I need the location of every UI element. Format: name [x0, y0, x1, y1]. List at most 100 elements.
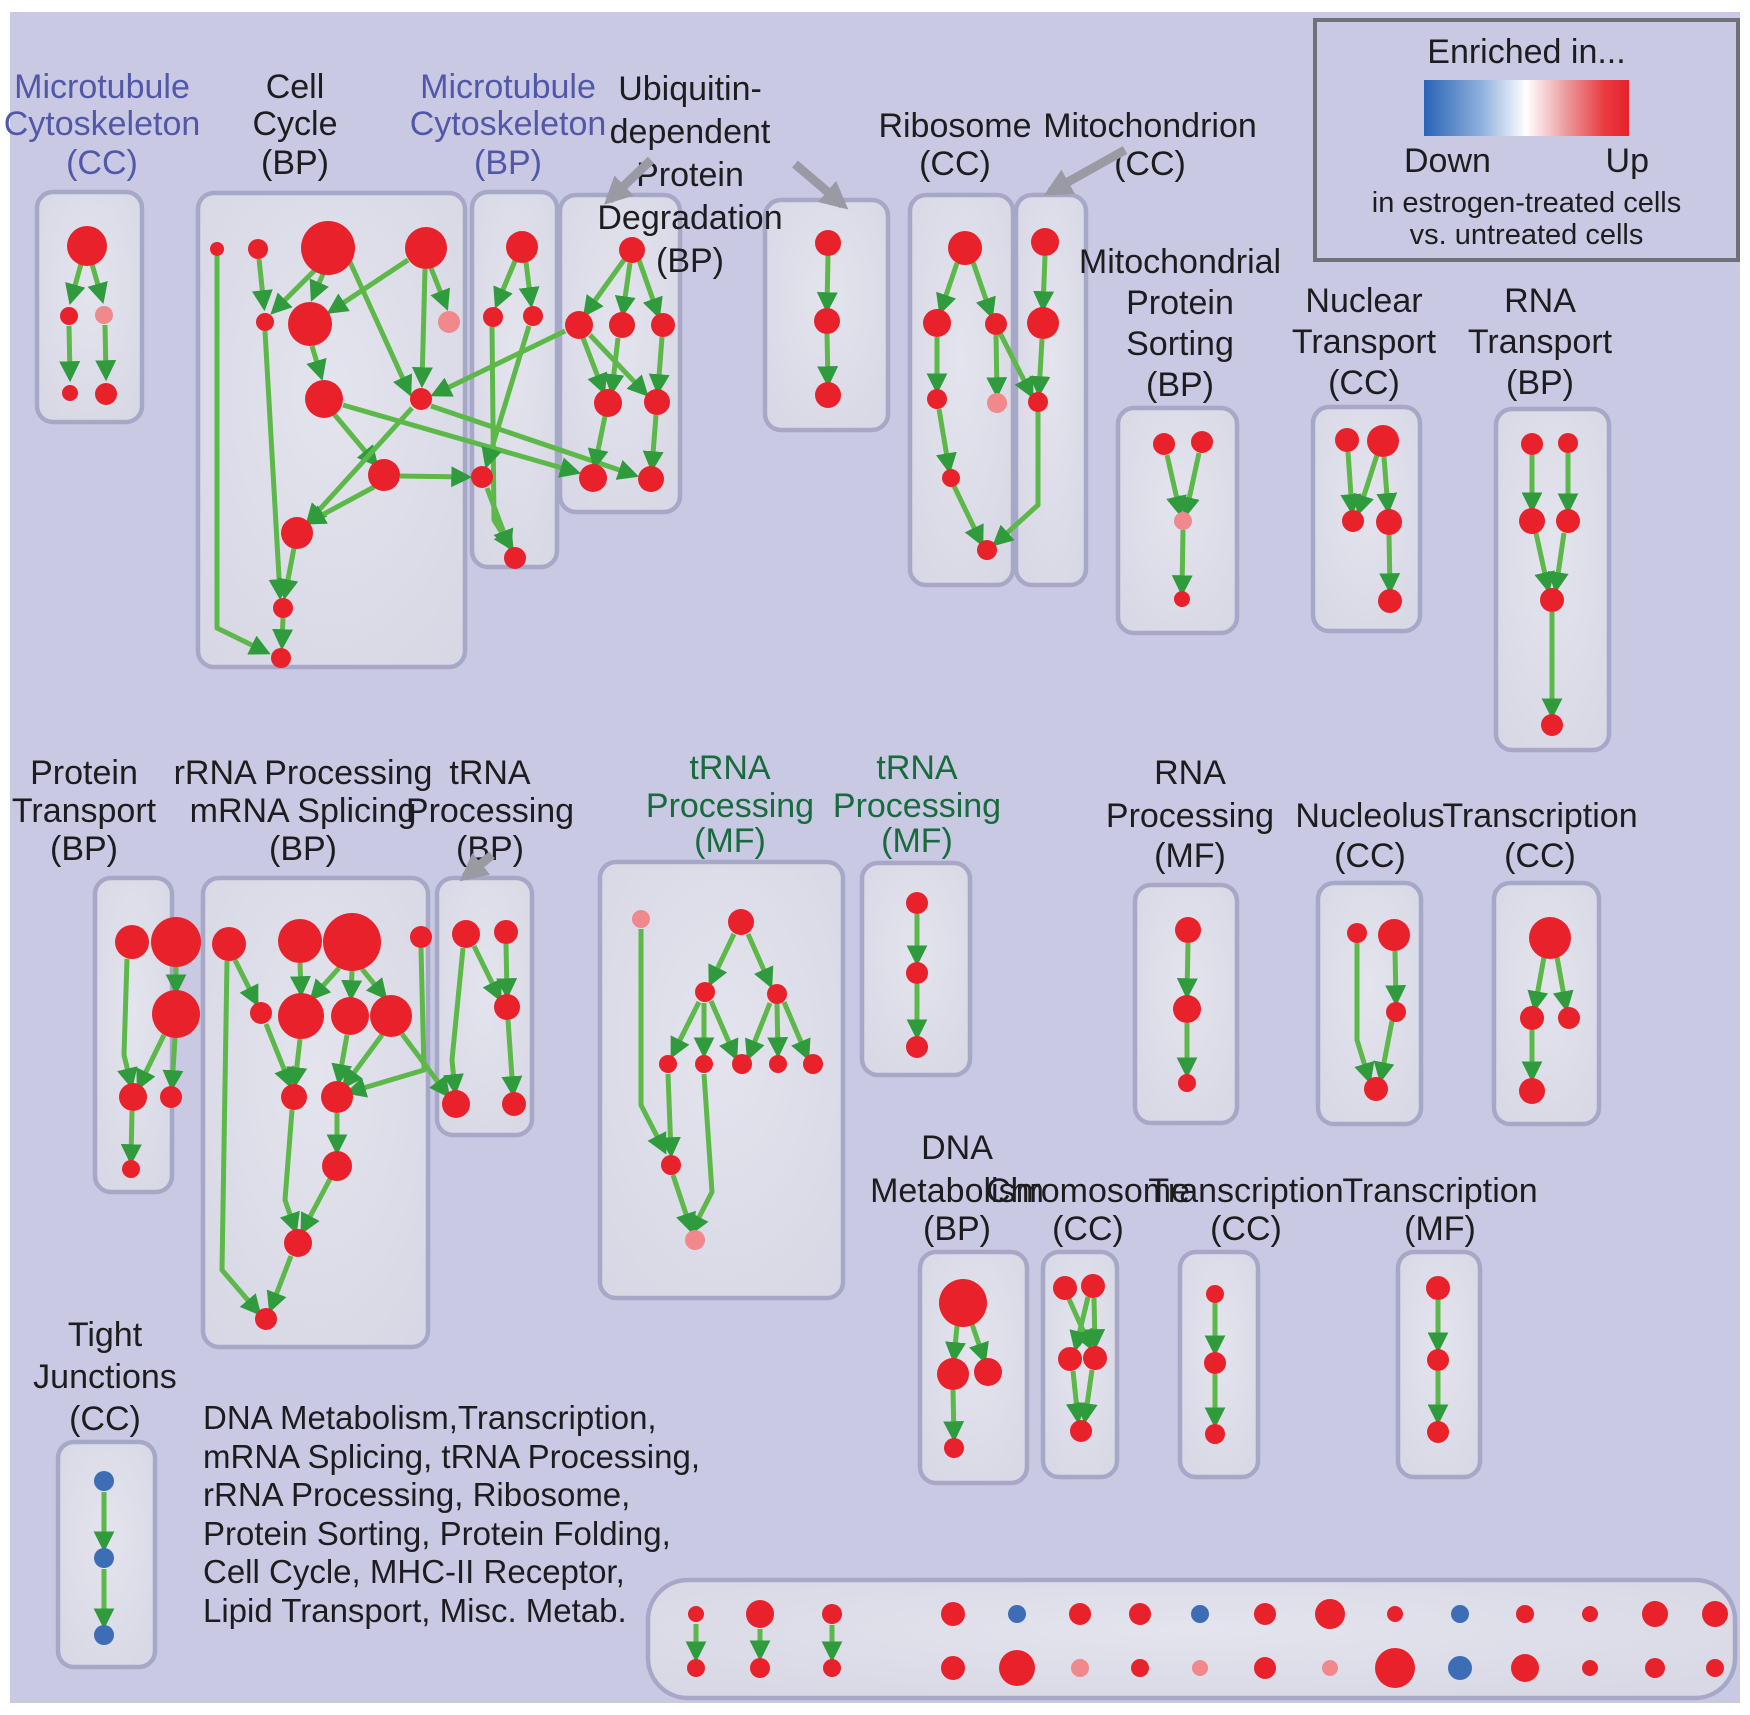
- merged-clusters-node-top-7: [1191, 1605, 1209, 1623]
- mitochondrion-cc-node-2: [1028, 392, 1048, 412]
- transcription-cc-middle-node-2: [1558, 1007, 1580, 1029]
- ribosome-cc-box-0: [907, 192, 1016, 588]
- ribosome-cc-node-0: [948, 231, 982, 265]
- merged-clusters-node-bottom-9: [1322, 1660, 1338, 1676]
- nuclear-transport-cc-node-1: [1367, 425, 1399, 457]
- rrna-processing-mrna-splicing-bp-label-line-1: mRNA Splicing: [190, 792, 417, 830]
- note-line: rRNA Processing, Ribosome,: [203, 1476, 631, 1513]
- rrna-processing-mrna-splicing-bp-edge-3: [309, 966, 341, 1001]
- ubiquitin-dependent-protein-degradation-bp-node-9: [814, 308, 840, 334]
- chromosome-cc-edge-2: [1084, 1297, 1106, 1351]
- rrna-processing-mrna-splicing-bp-node-3: [410, 926, 432, 948]
- ubiquitin-dependent-protein-degradation-bp-edge-3: [580, 337, 608, 395]
- merged-clusters-node-top-9: [1315, 1599, 1345, 1629]
- chromosome-cc-edge-4: [1076, 1369, 1098, 1425]
- trna-processing-mf-large-node-0: [632, 910, 650, 928]
- transcription-cc-bottom-label-line-1: (CC): [1210, 1210, 1282, 1248]
- cell-cycle-bp-edge-16: [277, 547, 299, 601]
- ubiquitin-dependent-protein-degradation-bp-label-line-3: Degradation: [597, 199, 782, 237]
- mitochondrion-cc-edge-0: [1033, 255, 1055, 313]
- microtubule-cytoskeleton-cc-node-0: [67, 226, 107, 266]
- protein-transport-bp-edge-3: [162, 1037, 184, 1092]
- rrna-processing-mrna-splicing-bp-edge-10: [341, 1033, 385, 1090]
- merged-clusters-node-bottom-0: [687, 1659, 705, 1677]
- legend-subtitle-1: in estrogen-treated cells: [1371, 187, 1682, 219]
- legend: Enriched in... Down Up in estrogen-treat…: [1313, 18, 1740, 262]
- cell-cycle-bp-node-3: [405, 227, 447, 269]
- merged-clusters-node-top-0: [688, 1606, 704, 1622]
- trna-processing-mf-large-box-0: [597, 859, 846, 1301]
- ubiquitin-dependent-protein-degradation-bp-edge-8: [642, 414, 664, 473]
- ubiquitin-dependent-protein-degradation-bp-node-2: [609, 312, 635, 338]
- rna-transport-bp-node-1: [1558, 433, 1578, 453]
- ubiquitin-dependent-protein-degradation-bp-node-4: [594, 389, 622, 417]
- mitochondrion-cc-node-0: [1031, 228, 1059, 256]
- ribosome-cc-node-6: [977, 540, 997, 560]
- rna-transport-bp-label-line-1: Transport: [1468, 323, 1613, 361]
- trna-processing-mf-large-edge-0: [708, 932, 737, 987]
- transcription-cc-bottom-label-line-0: Transcription: [1148, 1172, 1343, 1210]
- nuclear-transport-cc-node-4: [1378, 589, 1402, 613]
- cell-cycle-bp-label-line-0: Cell: [266, 68, 325, 106]
- protein-transport-bp-label-line-0: Protein: [30, 754, 138, 792]
- cell-cycle-bp-edge-6: [428, 267, 450, 311]
- mitochondrial-protein-sorting-bp-label-line-1: Protein: [1126, 284, 1234, 322]
- cell-cycle-bp-node-11: [273, 598, 293, 618]
- legend-down-label: Down: [1404, 142, 1491, 180]
- nuclear-transport-cc-node-3: [1376, 509, 1402, 535]
- rna-processing-mf-node-2: [1178, 1074, 1196, 1092]
- merged-clusters-node-top-3: [941, 1602, 965, 1626]
- transcription-cc-middle-edge-1: [1552, 956, 1574, 1013]
- nucleolus-cc-edge-2: [1373, 1020, 1395, 1084]
- microtubule-cytoskeleton-cc-node-4: [95, 383, 117, 405]
- trna-processing-mf-large-node-1: [728, 909, 754, 935]
- microtubule-cytoskeleton-cc-label-line-0: Microtubule: [14, 68, 190, 106]
- cell-cycle-bp-node-12: [271, 648, 291, 668]
- trna-processing-mf-large-edge-10: [670, 1174, 696, 1234]
- mitochondrial-protein-sorting-bp-edge-0: [1164, 454, 1187, 518]
- transcription-mf-label-line-1: (MF): [1404, 1210, 1476, 1248]
- rna-transport-bp-node-2: [1519, 508, 1545, 534]
- nucleolus-cc-label-line-0: Nucleolus: [1295, 797, 1444, 835]
- trna-processing-mf-large-edge-11: [689, 1073, 715, 1236]
- rrna-processing-mrna-splicing-bp-edge-1: [219, 960, 262, 1316]
- cell-cycle-bp-edge-5: [326, 257, 410, 314]
- cell-cycle-bp-node-10: [281, 517, 313, 549]
- rrna-processing-mrna-splicing-bp-node-9: [321, 1081, 353, 1113]
- ubiquitin-dependent-protein-degradation-bp-edge-9: [816, 255, 838, 314]
- ubiquitin-dependent-protein-degradation-bp-node-5: [644, 389, 670, 415]
- merged-clusters-node-bottom-11: [1448, 1656, 1472, 1680]
- label-pointer-arrow-1: [792, 160, 849, 210]
- tight-junctions-cc-label-line-2: (CC): [69, 1400, 141, 1438]
- ubiquitin-dependent-protein-degradation-bp-node-6: [579, 464, 607, 492]
- merged-clusters-node-top-10: [1387, 1606, 1403, 1622]
- ribosome-cc-edge-5: [936, 408, 957, 475]
- rrna-processing-mrna-splicing-bp-edge-0: [232, 958, 259, 1007]
- note-line: Lipid Transport, Misc. Metab.: [203, 1591, 627, 1629]
- nucleolus-cc-label-line-1: (CC): [1334, 837, 1406, 875]
- protein-transport-bp-edge-2: [136, 1033, 167, 1091]
- nuclear-transport-cc-node-0: [1335, 428, 1359, 452]
- microtubule-cytoskeleton-bp-node-3: [471, 466, 493, 488]
- cell-cycle-bp-edge-13: [304, 484, 376, 525]
- cell-cycle-bp-label-line-1: Cycle: [252, 105, 337, 143]
- ribosome-cc-label-line-0: Ribosome: [878, 107, 1031, 145]
- transcription-mf-node-1: [1427, 1349, 1449, 1371]
- microtubule-cytoskeleton-bp-edge-1: [518, 261, 540, 309]
- microtubule-cytoskeleton-cc-edge-2: [59, 325, 81, 383]
- chromosome-cc-node-1: [1081, 1274, 1105, 1298]
- trna-processing-mf-large-node-10: [685, 1230, 705, 1250]
- mitochondrion-cc-edge-2: [992, 412, 1041, 547]
- dna-metabolism-bp-node-0: [939, 1279, 987, 1327]
- rrna-processing-mrna-splicing-bp-edge-2: [289, 962, 311, 998]
- legend-title: Enriched in...: [1427, 33, 1626, 71]
- merged-clusters-note: DNA Metabolism,Transcription, mRNA Splic…: [203, 1399, 700, 1630]
- legend-gradient-bar: [1424, 80, 1629, 136]
- nuclear-transport-cc-edge-2: [1376, 456, 1398, 515]
- merged-clusters-node-bottom-4: [999, 1650, 1035, 1686]
- trna-processing-mf-large-node-6: [732, 1054, 752, 1074]
- ubiquitin-dependent-protein-degradation-bp-edge-5: [603, 337, 625, 396]
- protein-transport-bp-edge-4: [120, 1110, 142, 1166]
